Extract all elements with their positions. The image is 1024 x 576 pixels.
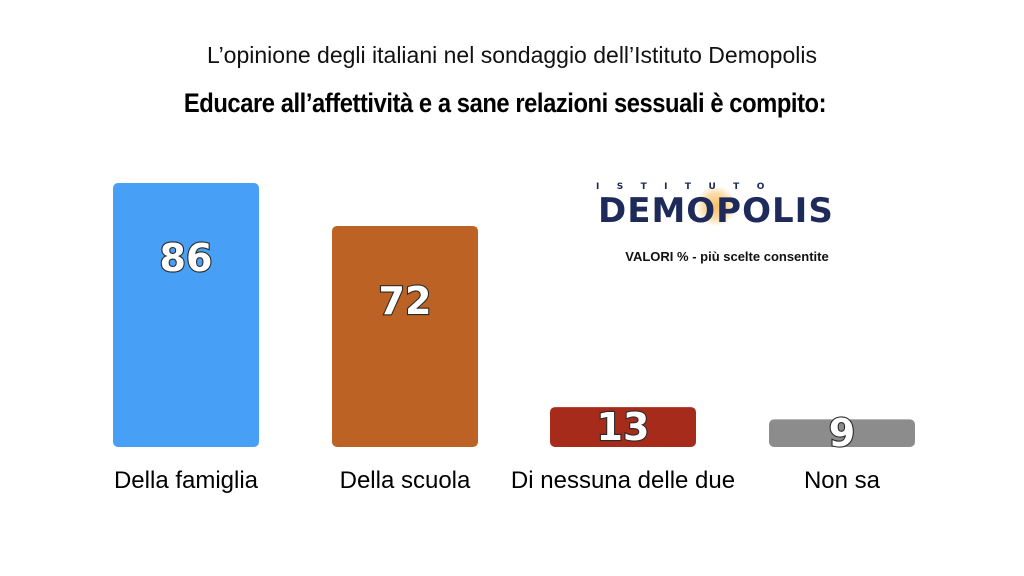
bar-3 <box>550 407 696 447</box>
bar-value-label: 86 <box>160 236 213 280</box>
sun-icon <box>696 186 736 226</box>
bar-value-label: 13 <box>597 405 650 449</box>
demopolis-logo: ISTITUTO DEMOPOLIS <box>596 182 856 232</box>
bar-value-label: 72 <box>379 279 432 323</box>
bar-2 <box>332 225 478 447</box>
values-note: VALORI % - più scelte consentite <box>625 249 829 264</box>
category-label: Della scuola <box>340 467 471 494</box>
category-label: Della famiglia <box>114 467 259 494</box>
page-subtitle: L’opinione degli italiani nel sondaggio … <box>207 42 817 68</box>
category-label: Non sa <box>804 467 881 494</box>
category-label: Di nessuna delle due <box>511 467 735 494</box>
logo-top-text: ISTITUTO <box>596 182 782 192</box>
bar-4 <box>769 419 915 447</box>
bar-1 <box>113 182 259 448</box>
bar-value-label: 9 <box>829 411 855 455</box>
page-title: Educare all’affettività e a sane relazio… <box>183 88 827 118</box>
logo-main-text: DEMOPOLIS <box>598 191 834 231</box>
